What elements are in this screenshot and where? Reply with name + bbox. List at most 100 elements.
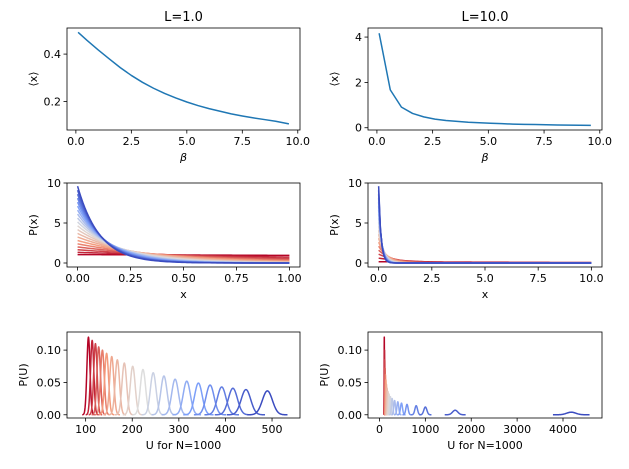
x-tick-label: 1000 [411,423,439,436]
panel-5: 100 200 300 400 500 0.00 0.05 0.10 U for N=1000 P… [17,331,301,452]
panel-6: 0 1000 2000 3000 4000 0.00 0.05 0.10 U for N=100… [318,331,603,452]
y-tick-label: 0.00 [37,409,62,422]
axes-frame [66,331,301,419]
x-tick-label: 200 [122,423,143,436]
distribution-curve-13 [151,375,177,416]
x-tick-label: 100 [75,423,96,436]
x-tick-label: 7.5 [234,135,252,148]
distribution-curve-20 [552,411,590,416]
panel-2: 0.0 2.5 5.0 7.5 10.0 0 2 4 β ⟨x⟩ L=10.0 [328,10,612,164]
density-curve-12 [377,218,592,264]
distribution-curve-19 [444,409,467,416]
x-axis-label: U for N=1000 [146,439,222,452]
x-tick-label: 3000 [503,423,531,436]
plot-area [76,185,290,264]
plot-area [77,31,290,125]
x-tick-label: 0.0 [368,135,386,148]
distribution-curve-14 [393,401,403,416]
density-curve-11 [377,222,592,264]
density-curve-7 [377,237,592,264]
axes-frame [367,27,603,131]
distribution-curve-12 [388,397,396,416]
y-tick-label: 10 [348,177,362,190]
distribution-curve-20 [226,388,266,416]
distribution-curve-16 [401,403,413,416]
x-tick-label: 7.5 [535,135,553,148]
y-tick-label: 5 [355,217,362,230]
x-axis-label: x [482,288,489,301]
y-axis-label: P(x) [27,214,40,236]
x-tick-label: 300 [168,423,189,436]
series-line-1 [77,31,290,125]
plot-area [377,186,592,264]
density-curve-19 [377,190,592,264]
x-tick-label: 2.5 [424,135,442,148]
y-tick-label: 0 [355,122,362,135]
x-tick-label: 0.50 [171,272,196,285]
x-axis-label: β [179,151,187,164]
x-tick-label: 1.00 [277,272,302,285]
plot-area [382,336,590,416]
density-curve-17 [377,198,592,264]
x-tick-label: 0.75 [224,272,249,285]
distribution-curve-8 [108,359,127,416]
distribution-curve-3 [88,342,103,416]
density-curve-14 [377,210,592,264]
distribution-curve-11 [131,368,155,416]
density-curve-6 [377,241,592,264]
density-curve-9 [377,230,592,264]
y-tick-label: 0 [54,257,61,270]
y-axis-label: P(x) [328,214,341,236]
panel-title: L=1.0 [164,10,203,25]
x-tick-label: 10.0 [286,135,311,148]
distribution-curve-9 [114,362,135,416]
distribution-curve-5 [94,349,111,416]
distribution-curve-18 [418,406,433,416]
distribution-curve-12 [141,371,166,416]
y-tick-label: 0.2 [44,96,62,109]
x-tick-label: 0.00 [65,272,90,285]
density-curve-8 [377,234,592,264]
y-tick-label: 10 [47,177,61,190]
x-tick-label: 2.5 [423,272,441,285]
y-axis-label: P(U) [318,363,331,386]
y-tick-label: 0 [355,257,362,270]
x-tick-label: 400 [215,423,236,436]
x-axis-label: x [180,288,187,301]
x-tick-label: 2000 [457,423,485,436]
distribution-curve-18 [204,386,240,416]
y-tick-label: 0.05 [338,376,363,389]
distribution-curve-15 [172,380,202,416]
y-tick-label: 0.10 [338,344,363,357]
y-tick-label: 0.05 [37,376,62,389]
distribution-curve-4 [91,346,107,416]
x-tick-label: 5.0 [178,135,196,148]
x-axis-label: U for N=1000 [447,439,523,452]
distribution-curve-13 [390,399,399,416]
density-curve-20 [377,186,592,264]
density-curve-18 [377,194,592,264]
x-tick-label: 4000 [549,423,577,436]
density-curve-13 [377,214,592,264]
distribution-curve-17 [193,384,227,416]
distribution-curve-7 [102,355,121,416]
x-tick-label: 0.0 [370,272,388,285]
x-tick-label: 7.5 [529,272,547,285]
x-tick-label: 5.0 [476,272,494,285]
panel-4: 0.0 2.5 5.0 7.5 10.0 0 5 10 x P(x) [328,177,604,301]
x-tick-label: 10.0 [588,135,613,148]
y-axis-label: P(U) [17,363,30,386]
distribution-curve-19 [214,387,252,416]
density-curve-10 [377,226,592,264]
x-axis-label: β [480,151,488,164]
panel-3: 0.00 0.25 0.50 0.75 1.00 0 5 10 x P(x) [27,177,302,301]
y-tick-label: 2 [355,76,362,89]
distribution-curve-1 [81,336,96,416]
x-tick-label: 5.0 [480,135,498,148]
panel-1: 0.0 2.5 5.0 7.5 10.0 0.2 0.4 β ⟨x⟩ L=1.0 [27,10,310,164]
y-tick-label: 0.10 [37,344,62,357]
axes-frame [367,331,603,419]
x-tick-label: 10.0 [579,272,604,285]
plot-area [378,33,591,127]
